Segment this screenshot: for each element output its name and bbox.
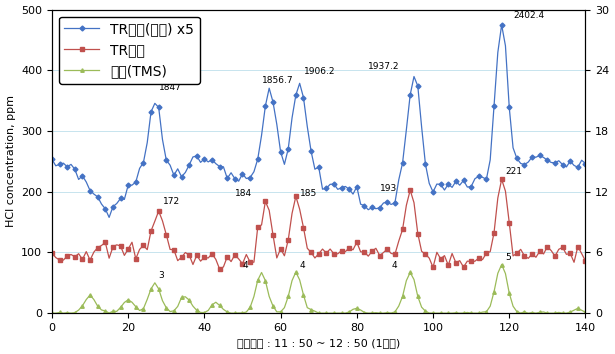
TR후단 [582,259,589,263]
TR후단 [216,267,223,271]
Line: TR전단(입구) x5: TR전단(입구) x5 [50,23,587,219]
굴뚝(TMS) [544,311,551,315]
TR후단 [509,254,517,258]
굴뚝(TMS) [506,291,513,295]
Text: 4: 4 [242,261,248,270]
Text: 185: 185 [300,189,317,198]
TR후단 [498,177,506,181]
TR전단(입구) x5 [498,23,506,27]
굴뚝(TMS) [517,311,525,315]
TR전단(입구) x5 [563,165,570,169]
Text: 1856.7: 1856.7 [261,76,293,85]
TR전단(입구) x5 [48,157,55,161]
TR후단 [52,256,60,260]
Line: 굴뚝(TMS): 굴뚝(TMS) [50,263,587,315]
TR후단 [228,259,235,264]
Text: 221: 221 [506,167,523,176]
Text: 3: 3 [159,272,164,280]
X-axis label: 측정시간 : 11 : 50 ~ 12 : 50 (1시간): 측정시간 : 11 : 50 ~ 12 : 50 (1시간) [237,338,400,348]
Y-axis label: HCl concentration, ppm: HCl concentration, ppm [6,95,15,227]
Line: TR후단: TR후단 [50,178,587,271]
TR전단(입구) x5 [509,146,517,150]
TR전단(입구) x5 [52,164,60,168]
굴뚝(TMS) [498,262,506,267]
Text: 5: 5 [506,253,511,262]
TR전단(입구) x5 [228,171,235,175]
Text: 2402.4: 2402.4 [513,11,544,21]
Text: 1937.2: 1937.2 [368,63,400,72]
Text: 4: 4 [391,261,397,270]
굴뚝(TMS) [52,311,60,315]
TR전단(입구) x5 [521,162,528,167]
굴뚝(TMS) [48,311,55,315]
TR전단(입구) x5 [105,215,113,219]
TR후단 [48,251,55,255]
TR후단 [521,254,528,258]
굴뚝(TMS) [582,310,589,314]
Text: 172: 172 [162,197,180,206]
TR전단(입구) x5 [79,174,86,178]
TR후단 [79,257,86,262]
Text: 4: 4 [300,261,305,270]
굴뚝(TMS) [563,311,570,315]
Text: 1847: 1847 [159,82,181,92]
Text: 193: 193 [379,184,397,193]
굴뚝(TMS) [79,304,86,308]
TR후단 [563,252,570,256]
Legend: TR전단(입구) x5, TR후단, 굴뚝(TMS): TR전단(입구) x5, TR후단, 굴뚝(TMS) [59,17,200,84]
Text: 184: 184 [235,189,252,198]
굴뚝(TMS) [224,310,231,314]
TR전단(입구) x5 [582,161,589,166]
Text: 1906.2: 1906.2 [303,67,335,76]
